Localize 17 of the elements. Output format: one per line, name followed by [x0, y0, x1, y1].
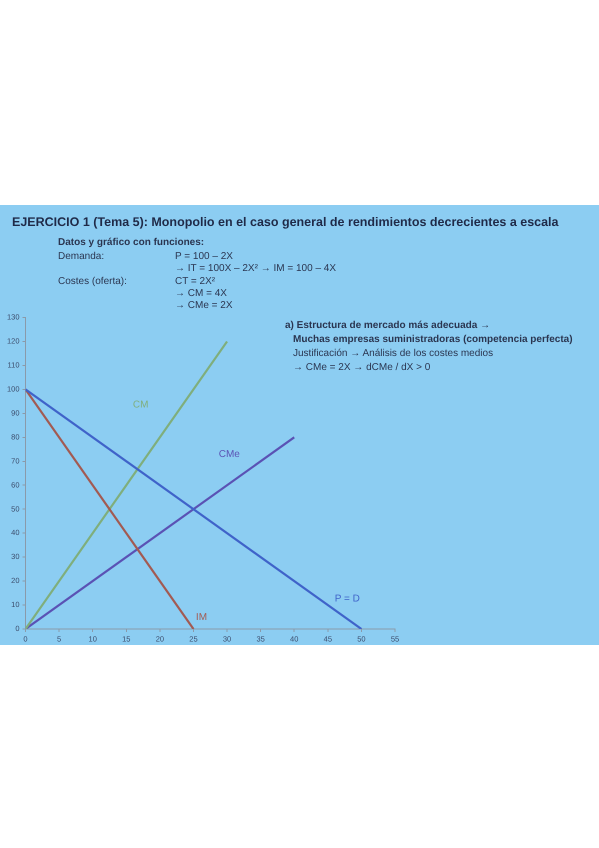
series-label: P = D	[334, 593, 360, 604]
annotation: → CMe = 2X → dCMe / dX > 0	[293, 362, 430, 373]
text: → IT = 100X – 2X² → IM = 100 – 4X	[175, 263, 336, 274]
annotation: Muchas empresas suministradoras (competencia perfecta)	[293, 334, 573, 345]
text: CM	[132, 399, 148, 410]
text: → CMe = 2X	[175, 300, 233, 311]
annotation: Justificación → Análisis de los costes medios	[293, 348, 494, 359]
series-label: CMe	[218, 448, 240, 460]
chart-title: EJERCICIO 1 (Tema 5): Monopolio en el caso general de rendimientos decrecientes a escala	[12, 215, 558, 229]
text: P = 100 – 2X	[175, 251, 233, 262]
chart-subtitle: Datos y gráfico con funciones:	[58, 237, 204, 248]
text: CT = 2X²	[175, 276, 216, 287]
series-label: IM	[196, 612, 208, 623]
annotation: a) Estructura de mercado más adecuada →	[285, 320, 490, 331]
text: → CM = 4X	[175, 288, 227, 299]
text: Demanda:	[58, 251, 104, 262]
text: Costes (oferta):	[58, 276, 127, 287]
